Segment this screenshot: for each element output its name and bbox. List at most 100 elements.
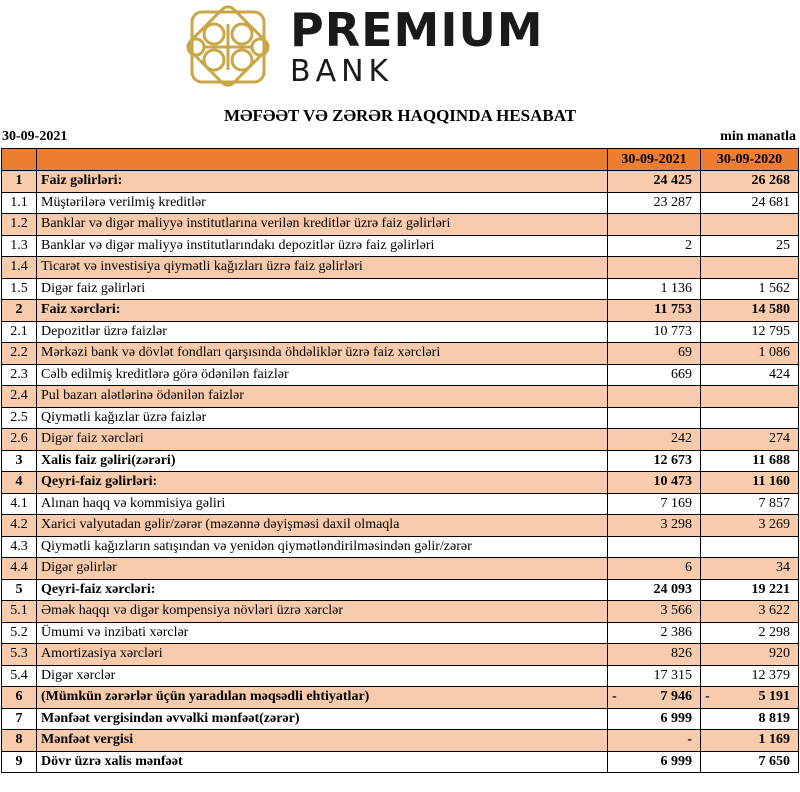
row-label: Amortizasiya xərcləri	[36, 643, 608, 666]
cell-text: 1 086	[758, 345, 791, 361]
cell-text: 669	[671, 366, 692, 382]
cell-text: 11 688	[752, 452, 790, 468]
row-label: Banklar və digər maliyyə institutlarında…	[36, 234, 608, 257]
row-number: 2	[1, 299, 37, 322]
table-row: 2.2 Mərkəzi bank və dövlət fondları qarşı…	[1, 342, 799, 365]
cell-text: 2 386	[660, 624, 693, 640]
value-2020	[700, 213, 799, 236]
cell-text: 2 298	[758, 624, 791, 640]
brand-sub: BANK	[290, 54, 394, 89]
table-row: 4.1 Alınan haqq və kommisiya gəliri 7 169 7…	[1, 492, 799, 515]
header-label	[36, 148, 608, 171]
cell-text: Alınan haqq və kommisiya gəliri	[41, 495, 226, 511]
cell-text: Qeyri-faiz xərcləri:	[41, 581, 156, 597]
table-row: 1.5 Digər faiz gəlirləri 1 136 1 562	[1, 277, 799, 300]
cell-text: 1 169	[758, 732, 791, 748]
table-row: 5.2 Ümumi və inzibati xərclər 2 386 2 298	[1, 621, 799, 644]
cell-text: 1.5	[10, 280, 28, 296]
table-row: 4.3 Qiymətli kağızların satışından və yen…	[1, 535, 799, 558]
value-2020: 12 795	[700, 320, 799, 343]
row-number: 1.5	[1, 277, 37, 300]
cell-text: 2.6	[10, 431, 28, 447]
report-date: 30-09-2021	[2, 129, 68, 144]
cell-text: 2.4	[10, 388, 28, 404]
cell-text: Banklar və digər maliyyə institutlarına …	[41, 216, 451, 232]
table-row: 2.1 Depozitlər üzrə faizlər 10 773 12 795	[1, 320, 799, 343]
value-2021: 10 773	[607, 320, 701, 343]
value-2020: 34	[700, 557, 799, 580]
value-2021: 24 425	[607, 170, 701, 193]
table-row: 2.4 Pul bazarı alətlərinə ödənilən faizlə…	[1, 385, 799, 408]
cell-text: 826	[671, 646, 692, 662]
value-2021: 69	[607, 342, 701, 365]
value-2021: 24 093	[607, 578, 701, 601]
row-number: 3	[1, 449, 37, 472]
table-row: 4.2 Xarici valyutadan gəlir/zərər (məzənn…	[1, 514, 799, 537]
value-2021: 3 566	[607, 600, 701, 623]
value-2021: 826	[607, 643, 701, 666]
row-label: Mərkəzi bank və dövlət fondları qarşısın…	[36, 342, 608, 365]
cell-text: 23 287	[653, 194, 693, 210]
header-col-2021: 30-09-2021	[607, 148, 701, 171]
cell-text: 34	[776, 560, 790, 576]
row-number: 5.1	[1, 600, 37, 623]
value-2020: 7 857	[700, 492, 799, 515]
value-2020	[700, 385, 799, 408]
cell-text: 24 681	[751, 194, 791, 210]
value-2020: 7 650	[700, 750, 799, 773]
row-label: Cəlb edilmiş kreditlərə görə ödənilən fa…	[36, 363, 608, 386]
bank-logo: PREMIUM BANK	[178, 4, 544, 90]
table-row: 1.2 Banklar və digər maliyyə institutları…	[1, 213, 799, 236]
value-2021	[607, 385, 701, 408]
cell-text: 2	[15, 302, 23, 318]
value-2020: 19 221	[700, 578, 799, 601]
value-2020	[700, 535, 799, 558]
table-row: 4.4 Digər gəlirlər 6 34	[1, 557, 799, 580]
value-2020: 14 580	[700, 299, 799, 322]
row-number: 2.6	[1, 428, 37, 451]
row-number: 5.2	[1, 621, 37, 644]
row-number: 1	[1, 170, 37, 193]
cell-text: Amortizasiya xərcləri	[41, 646, 163, 662]
cell-text: 3	[15, 452, 23, 468]
cell-text: Pul bazarı alətlərinə ödənilən faizlər	[41, 388, 244, 404]
cell-text: 3 566	[660, 603, 693, 619]
value-2021	[607, 256, 701, 279]
cell-text: Digər faiz gəlirləri	[41, 280, 146, 296]
cell-text: 5.4	[10, 667, 28, 683]
row-label: Digər faiz gəlirləri	[36, 277, 608, 300]
cell-text: 24 093	[653, 581, 693, 597]
cell-text: Qiymətli kağızların satışından və yenidə…	[41, 538, 472, 554]
value-2020: 1 169	[700, 729, 799, 752]
row-number: 4.1	[1, 492, 37, 515]
table-row: 7 Mənfəət vergisindən əvvəlki mənfəət(zər…	[1, 707, 799, 730]
cell-text: 1.4	[10, 259, 28, 275]
table-row: 2.6 Digər faiz xərcləri 242 274	[1, 428, 799, 451]
table-row: 9 Dövr üzrə xalis mənfəət 6 999 7 650	[1, 750, 799, 773]
cell-text: Digər gəlirlər	[41, 560, 117, 576]
row-label: Ticarət və investisiya qiymətli kağızlar…	[36, 256, 608, 279]
row-number: 2.1	[1, 320, 37, 343]
row-label: Ümumi və inzibati xərclər	[36, 621, 608, 644]
value-2020: 2 298	[700, 621, 799, 644]
cell-text: Qeyri-faiz gəlirləri:	[41, 474, 158, 490]
cell-text: 8 819	[758, 710, 791, 726]
cell-text: 1.1	[10, 194, 28, 210]
cell-text: Cəlb edilmiş kreditlərə görə ödənilən fa…	[41, 366, 289, 382]
row-label: Digər faiz xərcləri	[36, 428, 608, 451]
value-2021: - 7 946	[607, 686, 701, 709]
table-row: 5.1 Əmək haqqı və digər kompensiya növlər…	[1, 600, 799, 623]
cell-text: Faiz gəlirləri:	[41, 173, 123, 189]
cell-text: 19 221	[751, 581, 791, 597]
cell-text: 6 999	[660, 710, 693, 726]
cell-text: 7 169	[660, 495, 693, 511]
value-2020: 24 681	[700, 191, 799, 214]
value-2020: 3 269	[700, 514, 799, 537]
cell-text: 69	[678, 345, 692, 361]
value-2021: 17 315	[607, 664, 701, 687]
cell-text: 1.2	[10, 216, 28, 232]
cell-text: 2.5	[10, 409, 28, 425]
row-label: Pul bazarı alətlərinə ödənilən faizlər	[36, 385, 608, 408]
value-2021: -	[607, 729, 701, 752]
cell-text: Dövr üzrə xalis mənfəət	[41, 753, 183, 769]
